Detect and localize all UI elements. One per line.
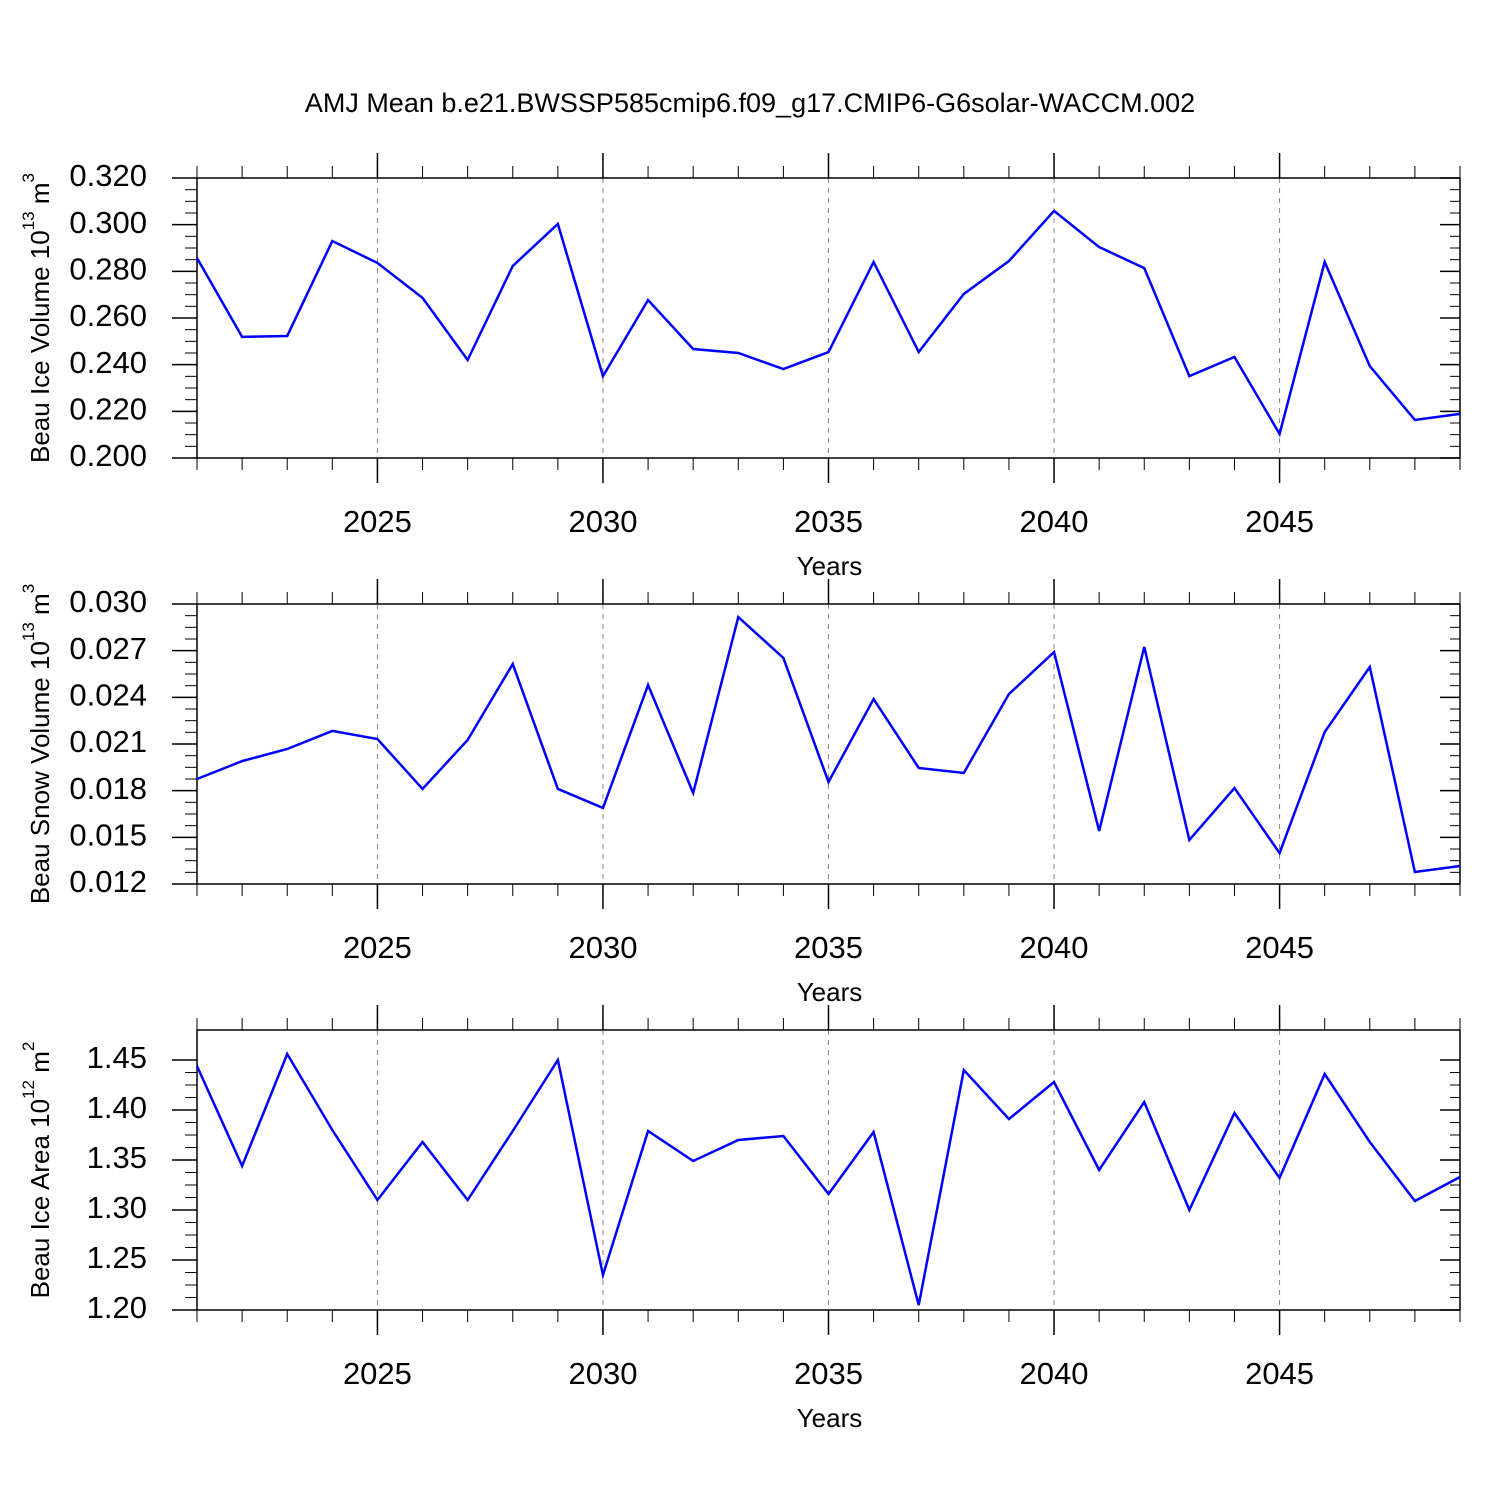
x-tick-label: 2040 bbox=[1020, 930, 1089, 965]
y-tick-label: 0.021 bbox=[69, 724, 147, 759]
x-tick-label: 2035 bbox=[794, 930, 863, 965]
y-axis-label-part: m bbox=[25, 182, 55, 211]
y-tick-label: 1.20 bbox=[87, 1290, 147, 1325]
data-line bbox=[196, 614, 1461, 874]
y-tick-label: 0.200 bbox=[69, 438, 147, 473]
y-tick-label: 1.45 bbox=[87, 1040, 147, 1075]
y-axis-label-part: Beau Ice Area 10 bbox=[25, 1099, 55, 1298]
y-axis-label-part: Beau Ice Volume 10 bbox=[25, 230, 55, 463]
y-tick-label: 1.35 bbox=[87, 1140, 147, 1175]
x-tick-label: 2025 bbox=[343, 504, 412, 539]
y-tick-label: 1.25 bbox=[87, 1240, 147, 1275]
y-axis-label: Beau Ice Volume 1013 m3 bbox=[19, 173, 54, 463]
y-tick-label: 0.012 bbox=[69, 864, 147, 899]
x-tick-label: 2040 bbox=[1020, 504, 1089, 539]
y-axis-label-exponent: 3 bbox=[19, 173, 38, 182]
x-tick-label: 2025 bbox=[343, 1356, 412, 1391]
y-tick-label: 1.30 bbox=[87, 1190, 147, 1225]
y-tick-label: 0.240 bbox=[69, 345, 147, 380]
chart-title: AMJ Mean b.e21.BWSSP585cmip6.f09_g17.CMI… bbox=[305, 88, 1195, 118]
y-tick-label: 0.260 bbox=[69, 298, 147, 333]
y-axis-label: Beau Snow Volume 1013 m3 bbox=[19, 584, 54, 904]
data-line bbox=[195, 209, 1461, 438]
x-tick-label: 2035 bbox=[794, 504, 863, 539]
x-axis-label: Years bbox=[797, 551, 863, 581]
y-axis-label-exponent: 13 bbox=[19, 211, 38, 230]
y-tick-label: 0.024 bbox=[69, 678, 147, 713]
y-axis-label-part: m bbox=[25, 1051, 55, 1080]
y-tick-label: 0.320 bbox=[69, 158, 147, 193]
x-tick-label: 2030 bbox=[568, 504, 637, 539]
y-tick-label: 0.015 bbox=[69, 818, 147, 853]
y-axis-label-part: m bbox=[25, 593, 55, 622]
y-tick-label: 1.40 bbox=[87, 1090, 147, 1125]
x-axis-label: Years bbox=[797, 977, 863, 1007]
x-tick-label: 2045 bbox=[1245, 930, 1314, 965]
x-axis-label: Years bbox=[797, 1403, 863, 1433]
y-tick-label: 0.018 bbox=[69, 771, 147, 806]
x-tick-label: 2040 bbox=[1020, 1356, 1089, 1391]
y-tick-label: 0.280 bbox=[69, 252, 147, 287]
plot-frame bbox=[196, 1029, 1461, 1311]
y-axis-label-exponent: 12 bbox=[19, 1080, 38, 1099]
plot-frame bbox=[196, 603, 1461, 885]
y-axis-label: Beau Ice Area 1012 m2 bbox=[19, 1042, 54, 1299]
y-axis-label-exponent: 3 bbox=[19, 584, 38, 593]
x-tick-label: 2045 bbox=[1245, 504, 1314, 539]
plot-frame bbox=[196, 177, 1461, 459]
x-tick-label: 2030 bbox=[568, 930, 637, 965]
x-tick-label: 2025 bbox=[343, 930, 412, 965]
y-axis-label-exponent: 2 bbox=[19, 1042, 38, 1051]
y-axis-label-exponent: 13 bbox=[19, 622, 38, 641]
y-tick-label: 0.300 bbox=[69, 205, 147, 240]
x-tick-label: 2035 bbox=[794, 1356, 863, 1391]
x-tick-label: 2030 bbox=[568, 1356, 637, 1391]
y-axis-label-part: Beau Snow Volume 10 bbox=[25, 641, 55, 904]
y-tick-label: 0.220 bbox=[69, 392, 147, 427]
data-line bbox=[195, 1051, 1461, 1306]
x-tick-label: 2045 bbox=[1245, 1356, 1314, 1391]
y-tick-label: 0.030 bbox=[69, 584, 147, 619]
y-tick-label: 0.027 bbox=[69, 631, 147, 666]
